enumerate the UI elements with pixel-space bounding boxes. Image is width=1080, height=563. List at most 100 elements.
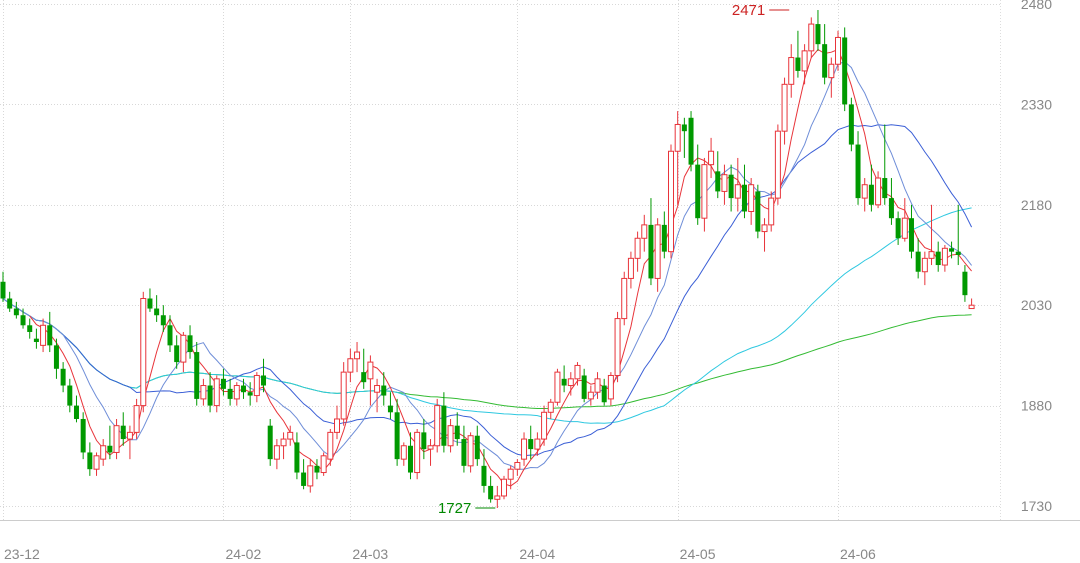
candle-body (795, 57, 801, 71)
candle (701, 157, 708, 232)
y-tick-label: 2030 (1021, 297, 1052, 313)
candle-body (901, 217, 908, 239)
candle (53, 338, 59, 379)
candle (488, 475, 494, 503)
candle (133, 398, 140, 440)
candle-body (848, 104, 854, 145)
candle (541, 405, 548, 446)
candle (33, 328, 39, 349)
candle (7, 291, 13, 312)
candle-body (133, 405, 140, 433)
candle (327, 429, 334, 466)
annotation-low-label: 1727 (438, 500, 471, 517)
candle-body (661, 224, 667, 252)
candle (374, 378, 381, 413)
candle (587, 385, 594, 406)
candle (634, 231, 641, 272)
candle-body (728, 174, 734, 199)
candle-body (774, 130, 781, 199)
candle (461, 425, 467, 473)
candle (962, 265, 968, 302)
x-tick-label: 24-05 (680, 546, 716, 562)
candle-body (668, 150, 674, 253)
candle (507, 465, 514, 490)
candle (688, 111, 694, 172)
candle-body (681, 124, 687, 132)
candle (921, 251, 928, 286)
candle-body (107, 445, 113, 453)
candle (20, 308, 26, 329)
candle (47, 311, 53, 353)
candle-body (367, 361, 374, 380)
candle (594, 372, 601, 399)
candle-body (962, 271, 968, 296)
candle-body (253, 374, 260, 397)
candle (354, 342, 361, 373)
candle (100, 439, 107, 466)
candle-body (73, 405, 79, 419)
candle (949, 241, 955, 259)
candle (93, 452, 100, 476)
candle-body (507, 468, 514, 480)
candle-body (194, 352, 200, 399)
candle-body (648, 224, 654, 279)
candle-body (921, 257, 928, 273)
candle-body (627, 257, 634, 279)
candle-body (27, 325, 33, 332)
candle-body (200, 385, 207, 400)
y-tick-label: 1880 (1021, 398, 1052, 414)
candle (200, 378, 207, 406)
candle (822, 24, 828, 85)
candle-body (427, 445, 434, 450)
candle (233, 382, 240, 406)
candle (287, 425, 294, 446)
candle-body (695, 164, 701, 219)
candle-body (120, 425, 126, 440)
candle-body (614, 318, 621, 376)
candle-body (541, 411, 548, 440)
candle (901, 198, 908, 242)
candle-body (174, 345, 180, 363)
candle (247, 382, 253, 406)
candle (494, 485, 501, 509)
candle-body (187, 335, 193, 353)
candle-body (488, 485, 494, 500)
candle (561, 365, 567, 393)
x-tick-label: 24-03 (352, 546, 388, 562)
candle (882, 124, 888, 205)
candle (414, 429, 421, 480)
candle (895, 211, 901, 245)
candle (27, 318, 33, 339)
candle (273, 439, 280, 470)
candle-body (280, 438, 287, 447)
candle-body (601, 385, 607, 403)
candle-body (267, 425, 273, 460)
candle-body (581, 375, 587, 399)
candle (447, 418, 454, 453)
candle-body (674, 123, 681, 152)
candle (107, 425, 113, 460)
candle (861, 178, 868, 212)
candle-body (294, 442, 300, 473)
candle-body (67, 385, 73, 406)
candle (668, 144, 674, 259)
candle-body (93, 455, 100, 470)
candle-body (882, 178, 888, 199)
candle (160, 305, 166, 332)
candle-body (167, 325, 173, 346)
candle (842, 27, 848, 112)
x-tick-label: 23-12 (4, 546, 40, 562)
candle-body (534, 438, 541, 450)
candle-body (87, 452, 93, 470)
candle-body (113, 425, 120, 453)
candle-body (334, 418, 340, 433)
candle (567, 372, 574, 396)
candle-body (247, 392, 253, 396)
candle (474, 425, 480, 466)
candle-body (53, 345, 59, 369)
candle-body (207, 385, 213, 406)
candle (113, 418, 120, 460)
candle-body (387, 405, 393, 413)
candle-body (467, 435, 474, 467)
candle (194, 342, 200, 406)
